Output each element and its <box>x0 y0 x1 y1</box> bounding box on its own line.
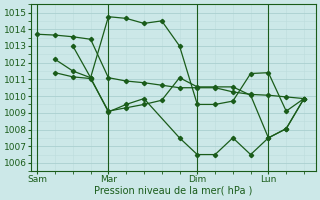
X-axis label: Pression niveau de la mer( hPa ): Pression niveau de la mer( hPa ) <box>94 186 253 196</box>
